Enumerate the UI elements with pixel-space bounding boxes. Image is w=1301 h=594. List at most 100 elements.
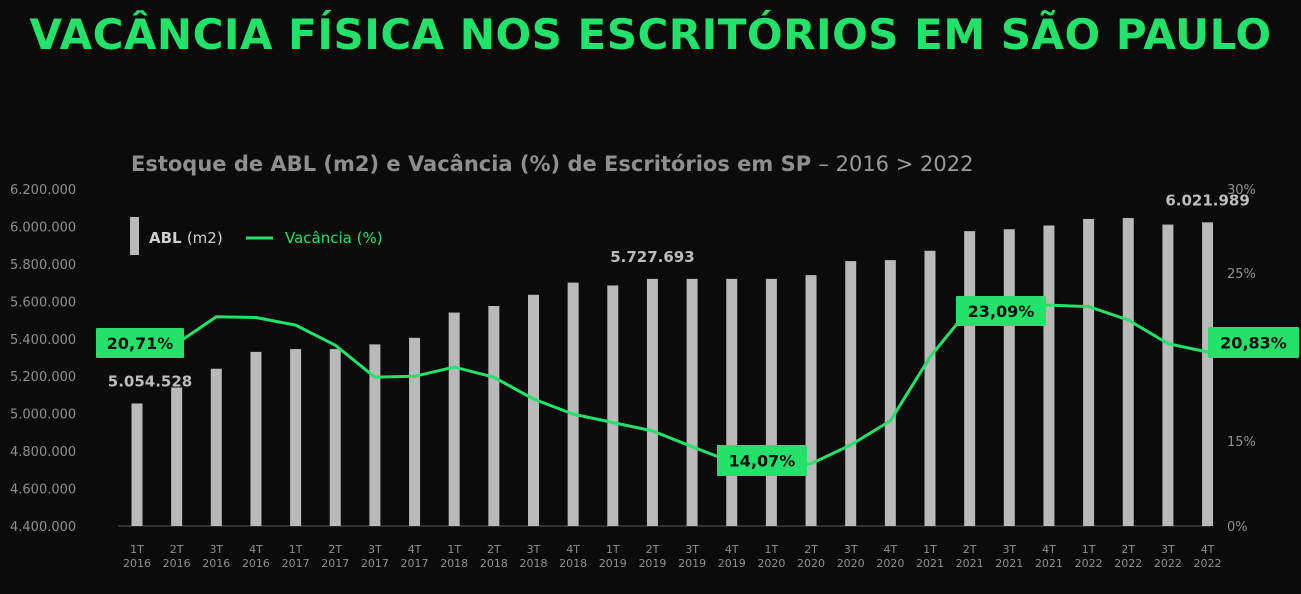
x-tick-label-quarter: 1T <box>765 543 779 556</box>
vacancy-callout-label: 14,07% <box>729 452 796 471</box>
x-tick-label-year: 2020 <box>797 557 825 570</box>
bar-value-label: 5.727.693 <box>610 248 694 266</box>
abl-bar <box>1003 229 1015 526</box>
vacancy-callout-box <box>956 296 1046 326</box>
x-tick-label-quarter: 2T <box>963 543 977 556</box>
x-tick-label-quarter: 1T <box>606 543 620 556</box>
x-tick-label-year: 2022 <box>1194 557 1222 570</box>
x-tick-label-quarter: 4T <box>1042 543 1056 556</box>
y-left-tick-label: 5.000.000 <box>10 408 76 423</box>
abl-bar <box>1043 225 1055 526</box>
abl-bar <box>290 349 302 526</box>
abl-bar <box>528 294 539 526</box>
y-left-tick-label: 4.800.000 <box>10 445 76 460</box>
bar-value-label: 5.054.528 <box>108 372 192 390</box>
abl-bar <box>1122 218 1134 526</box>
x-tick-label-year: 2022 <box>1114 557 1142 570</box>
x-tick-label-quarter: 2T <box>804 543 818 556</box>
legend-bar-label: ABL (m2) <box>149 229 223 247</box>
abl-bar <box>686 278 698 526</box>
abl-bar <box>210 368 222 526</box>
x-tick-label-quarter: 1T <box>289 543 303 556</box>
abl-bar <box>250 351 262 526</box>
y-left-tick-label: 5.800.000 <box>10 258 76 273</box>
y-right-tick-label: 0% <box>1227 520 1248 535</box>
abl-bar <box>765 278 777 526</box>
abl-bar <box>567 282 579 526</box>
x-tick-label-year: 2018 <box>520 557 548 570</box>
y-left-tick-label: 4.400.000 <box>10 520 76 535</box>
x-tick-label-quarter: 2T <box>328 543 342 556</box>
x-tick-label-year: 2018 <box>440 557 468 570</box>
x-tick-label-year: 2021 <box>916 557 944 570</box>
x-tick-label-quarter: 4T <box>408 543 422 556</box>
x-tick-label-year: 2017 <box>401 557 429 570</box>
x-tick-label-year: 2021 <box>1035 557 1063 570</box>
vacancy-callout-box <box>717 445 807 476</box>
x-tick-label-quarter: 4T <box>883 543 897 556</box>
headline: VACÂNCIA FÍSICA NOS ESCRITÓRIOS EM SÃO P… <box>29 10 1272 59</box>
chart-title: Estoque de ABL (m2) e Vacância (%) de Es… <box>131 152 973 176</box>
y-left-tick-label: 5.200.000 <box>10 370 76 385</box>
x-tick-label-year: 2019 <box>638 557 666 570</box>
y-left-tick-label: 4.600.000 <box>10 483 76 498</box>
bar-value-label: 6.021.989 <box>1165 191 1249 209</box>
x-tick-label-year: 2017 <box>282 557 310 570</box>
x-tick-label-quarter: 4T <box>249 543 263 556</box>
x-tick-label-quarter: 3T <box>209 543 223 556</box>
abl-bar <box>131 403 143 526</box>
x-tick-label-quarter: 3T <box>1002 543 1016 556</box>
vacancy-callout-label: 20,71% <box>107 334 174 353</box>
y-right-tick-label: 15% <box>1227 435 1256 450</box>
x-tick-label-year: 2020 <box>876 557 904 570</box>
y-right-tick-label: 25% <box>1227 267 1256 282</box>
abl-bar <box>1083 218 1095 526</box>
x-tick-label-year: 2016 <box>242 557 270 570</box>
x-tick-label-quarter: 3T <box>527 543 541 556</box>
chart-title-range: – 2016 > 2022 <box>818 152 974 176</box>
y-right-tick-label: 30% <box>1227 183 1256 198</box>
abl-bar <box>488 306 500 526</box>
y-left-tick-label: 6.200.000 <box>10 183 76 198</box>
x-tick-label-quarter: 1T <box>1082 543 1096 556</box>
abl-bar <box>448 312 460 526</box>
x-tick-label-quarter: 3T <box>685 543 699 556</box>
x-tick-label-year: 2017 <box>361 557 389 570</box>
x-tick-label-quarter: 2T <box>1121 543 1135 556</box>
x-tick-label-quarter: 2T <box>487 543 501 556</box>
y-left-tick-label: 6.000.000 <box>10 220 76 235</box>
vacancy-callout-label: 23,09% <box>968 302 1035 321</box>
abl-bar <box>924 250 936 527</box>
x-tick-label-quarter: 4T <box>1201 543 1215 556</box>
x-tick-label-year: 2016 <box>163 557 191 570</box>
x-tick-label-quarter: 4T <box>566 543 580 556</box>
abl-bar <box>329 349 341 526</box>
legend-bar-swatch <box>130 217 139 255</box>
x-tick-label-year: 2019 <box>678 557 706 570</box>
x-tick-label-year: 2022 <box>1075 557 1103 570</box>
x-tick-label-year: 2018 <box>559 557 587 570</box>
x-tick-label-year: 2020 <box>757 557 785 570</box>
x-tick-label-year: 2018 <box>480 557 508 570</box>
x-tick-label-year: 2016 <box>202 557 230 570</box>
x-tick-label-quarter: 3T <box>368 543 382 556</box>
y-left-tick-label: 5.400.000 <box>10 333 76 348</box>
x-tick-label-year: 2017 <box>321 557 349 570</box>
abl-bar <box>646 278 658 526</box>
legend-line-label: Vacância (%) <box>285 229 383 247</box>
x-tick-label-year: 2021 <box>995 557 1023 570</box>
x-tick-label-quarter: 2T <box>170 543 184 556</box>
x-tick-label-quarter: 1T <box>447 543 461 556</box>
x-tick-label-year: 2020 <box>837 557 865 570</box>
x-tick-label-year: 2019 <box>718 557 746 570</box>
abl-bar <box>409 337 421 526</box>
x-tick-label-quarter: 1T <box>923 543 937 556</box>
abl-bar <box>1202 222 1214 526</box>
vacancy-callout-box <box>96 328 184 358</box>
x-tick-label-quarter: 4T <box>725 543 739 556</box>
x-tick-label-year: 2021 <box>956 557 984 570</box>
vacancy-callout-box <box>1208 327 1299 358</box>
abl-bar <box>171 387 183 526</box>
abl-bar <box>845 261 857 526</box>
